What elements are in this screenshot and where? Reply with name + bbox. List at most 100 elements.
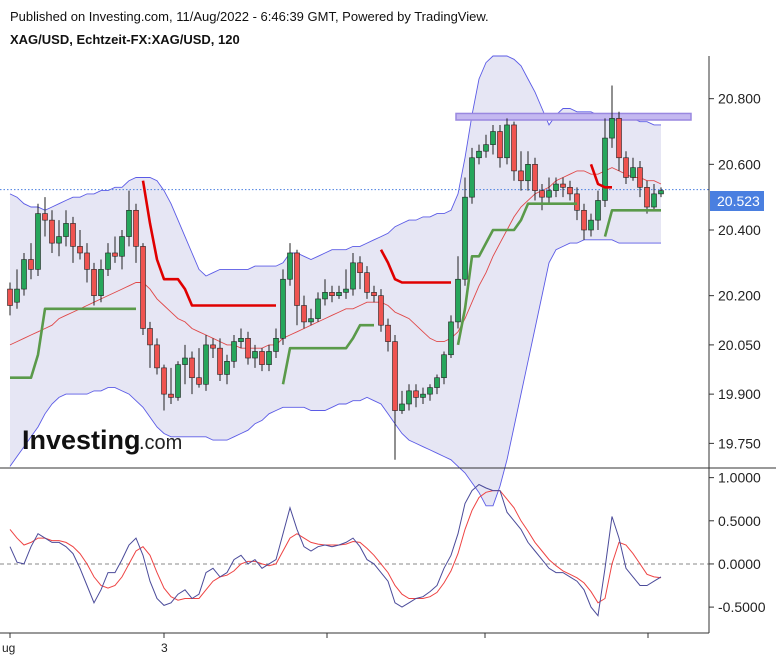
candle-body-up	[343, 288, 349, 293]
candle	[14, 269, 20, 309]
bollinger-basis-line	[9, 167, 662, 349]
candle	[336, 285, 342, 299]
candle-body-down	[623, 157, 629, 178]
candle	[182, 344, 188, 385]
candle-body-up	[427, 387, 433, 395]
bollinger-lower-line	[9, 239, 661, 507]
candle-body-up	[336, 292, 342, 296]
candle	[581, 203, 587, 240]
candle	[595, 190, 601, 230]
candle	[357, 256, 363, 290]
candle-body-down	[133, 209, 139, 247]
candle	[308, 308, 314, 326]
candle-body-up	[322, 292, 328, 300]
candle-body-up	[21, 259, 27, 290]
candle-body-down	[161, 367, 167, 395]
candle-body-up	[602, 137, 608, 201]
candle	[140, 243, 146, 336]
candle	[203, 335, 209, 391]
candle-body-up	[280, 278, 286, 339]
candle-body-up	[119, 236, 125, 257]
candle-body-down	[518, 170, 524, 182]
oscillator-signal-line	[9, 490, 662, 604]
candle-body-down	[294, 252, 300, 306]
red-stop-line	[141, 163, 612, 307]
candle-body-up	[448, 321, 454, 356]
candle	[364, 266, 370, 299]
candle	[21, 252, 27, 296]
green-stop-line	[10, 202, 661, 385]
candle	[518, 151, 524, 191]
candle	[238, 328, 244, 349]
candle	[504, 118, 510, 165]
candle	[77, 229, 83, 260]
candle-body-down	[511, 124, 517, 172]
candle	[42, 197, 48, 237]
candle	[217, 338, 223, 382]
candle	[525, 151, 531, 191]
candle-body-down	[189, 357, 195, 379]
candle-body-up	[609, 118, 615, 139]
candle	[322, 279, 328, 306]
candle	[112, 236, 118, 263]
candle-body-down	[91, 269, 97, 296]
last-price-tag: 20.523	[710, 191, 764, 211]
candle	[266, 344, 272, 372]
candle-body-down	[196, 377, 202, 385]
price-tick-label: 20.200	[718, 288, 761, 304]
candle	[224, 354, 230, 385]
candle-body-up	[399, 403, 405, 411]
candle-body-down	[217, 347, 223, 375]
price-tick-label: 19.750	[718, 435, 761, 451]
candle	[294, 249, 300, 326]
candle	[189, 351, 195, 395]
candle-body-up	[588, 219, 594, 231]
candle-body-up	[658, 190, 664, 195]
last-price-tag-label: 20.523	[717, 193, 760, 209]
candle	[350, 252, 356, 296]
candle	[231, 335, 237, 368]
candle-body-down	[378, 295, 384, 326]
candle-body-down	[567, 187, 573, 195]
candle	[385, 318, 391, 352]
candle	[448, 315, 454, 359]
candle	[119, 229, 125, 270]
candle	[371, 285, 377, 303]
last-price-tag-bg	[710, 191, 764, 211]
candle	[49, 210, 55, 253]
candle-body-up	[483, 144, 489, 152]
candle-body-up	[553, 183, 559, 191]
candle	[105, 243, 111, 276]
candle	[490, 124, 496, 155]
candle-body-up	[238, 338, 244, 342]
candle-body-up	[287, 252, 293, 280]
candle-body-down	[259, 351, 265, 365]
candle-body-up	[266, 351, 272, 365]
investing-logo: Investing .com	[22, 425, 182, 455]
candle	[154, 338, 160, 375]
candle-body-down	[210, 344, 216, 349]
candle-body-down	[245, 338, 251, 359]
candle-body-up	[98, 269, 104, 296]
candle	[616, 111, 622, 171]
candle-body-down	[616, 118, 622, 159]
candle	[147, 321, 153, 368]
candle	[378, 289, 384, 332]
candle	[28, 243, 34, 280]
candle	[623, 151, 629, 185]
candle-body-up	[14, 288, 20, 303]
time-axis-ticks: ug 3	[2, 633, 649, 655]
candle	[133, 203, 139, 263]
candle	[413, 384, 419, 408]
candle-body-up	[651, 193, 657, 208]
symbol-caption: XAG/USD, Echtzeit-FX:XAG/USD, 120	[10, 32, 240, 47]
candle	[483, 134, 489, 158]
logo-main: Investing	[22, 425, 141, 455]
candle-body-up	[182, 357, 188, 365]
price-tick-label: 20.400	[718, 222, 761, 238]
candle	[161, 364, 167, 411]
axes: 20.800 20.600 20.400 20.200 20.050 19.900 19.7…	[0, 56, 776, 655]
candle	[644, 180, 650, 214]
price-axis-ticks: 20.800 20.600 20.400 20.200 20.050 19.900 19.7…	[709, 91, 761, 451]
candle-body-up	[224, 361, 230, 375]
